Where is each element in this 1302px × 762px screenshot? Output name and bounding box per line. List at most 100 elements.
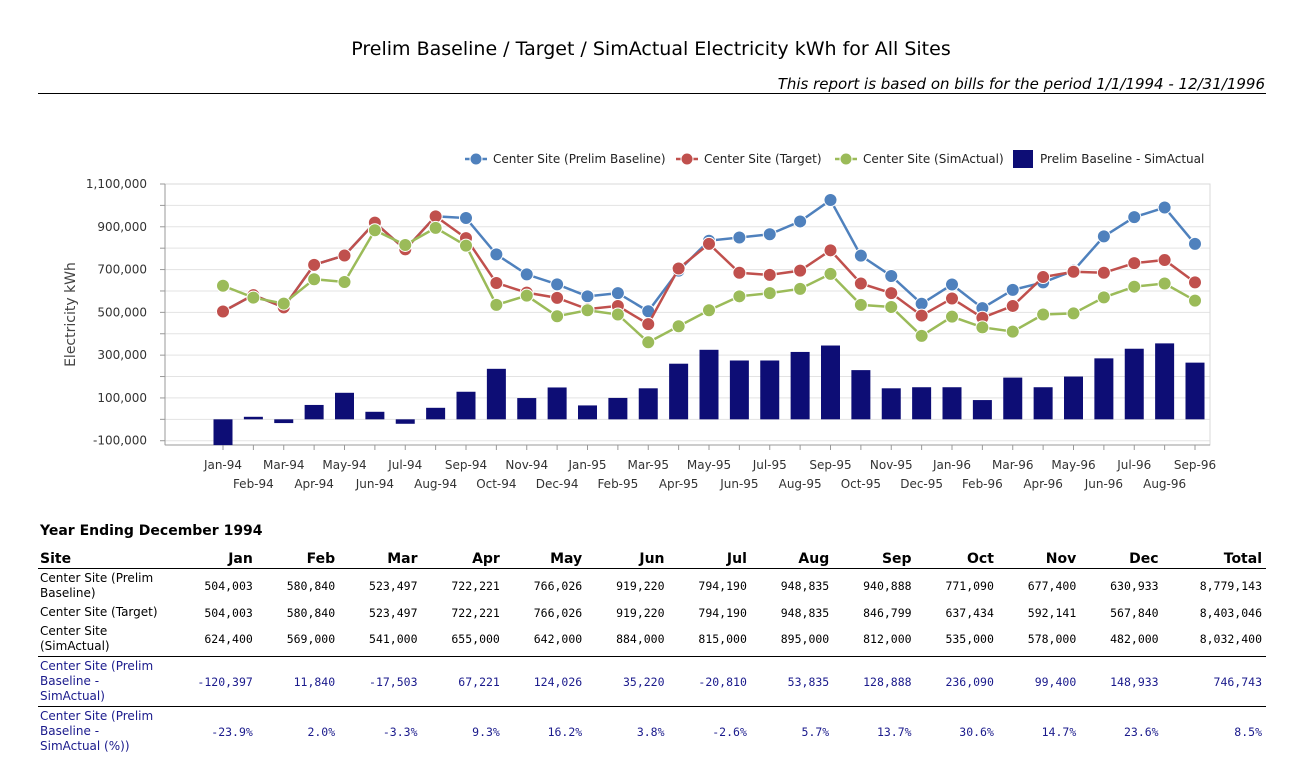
data-point: [793, 263, 808, 278]
table-row: Center Site (Prelim Baseline - SimActual…: [38, 706, 1266, 756]
table-cell: 794,190: [698, 579, 747, 593]
row-label: Center Site (Prelim Baseline - SimActual…: [38, 706, 164, 756]
x-tick-label: Dec-95: [900, 477, 943, 491]
table-cell: 592,141: [1027, 605, 1077, 620]
bar: [486, 368, 506, 420]
table-cell: 569,000: [286, 632, 336, 646]
data-point: [519, 288, 534, 303]
bar: [578, 405, 597, 420]
y-tick-label: 100,000: [97, 391, 147, 405]
bar: [274, 419, 294, 424]
data-point: [610, 286, 625, 301]
col-header: Feb: [256, 549, 340, 569]
data-point: [853, 276, 868, 291]
table-cell: 541,000: [369, 632, 418, 646]
col-header: Jun: [586, 549, 669, 569]
data-point: [762, 286, 777, 301]
x-tick-label: Jul-95: [752, 458, 787, 472]
data-point: [732, 265, 747, 280]
data-point: [702, 236, 716, 251]
data-point: [1066, 306, 1081, 321]
x-tick-label: Feb-94: [233, 477, 274, 491]
data-point: [1188, 293, 1202, 308]
table-cell: 13.7%: [833, 706, 916, 756]
col-header: May: [503, 549, 587, 569]
data-point: [550, 290, 565, 305]
table-cell: 766,026: [533, 605, 583, 620]
x-tick-label: Mar-95: [628, 458, 669, 472]
data-point: [1157, 276, 1172, 291]
x-tick-label: Jun-95: [719, 477, 758, 491]
data-point: [307, 257, 322, 272]
y-tick-label: 300,000: [97, 348, 147, 362]
bar: [426, 407, 446, 420]
table-cell: 722,221: [451, 605, 500, 620]
data-point: [884, 286, 899, 301]
data-point: [1127, 256, 1142, 271]
data-point: [1096, 290, 1111, 305]
table-header-row: Site Jan Feb Mar Apr May Jun Jul Aug Sep…: [38, 549, 1266, 569]
data-point: [945, 277, 959, 292]
data-point: [489, 275, 504, 290]
data-point: [1127, 210, 1142, 225]
data-point: [823, 193, 838, 208]
x-tick-label: Sep-96: [1174, 458, 1216, 472]
table-cell: 655,000: [451, 632, 500, 646]
table-cell: -20,810: [668, 656, 751, 707]
data-point: [945, 291, 959, 306]
table-cell: 9.3%: [421, 706, 504, 756]
row-label: Center Site (Prelim Baseline - SimActual…: [38, 656, 164, 707]
table-cell: 3.8%: [586, 706, 669, 756]
header-divider: [38, 93, 1266, 94]
table-cell: 5.7%: [750, 706, 834, 756]
y-tick-label: -100,000: [93, 434, 147, 448]
table-cell: 35,220: [586, 656, 669, 707]
x-tick-label: Jan-94: [203, 458, 242, 472]
y-tick-label: 500,000: [97, 305, 147, 319]
x-tick-label: Apr-94: [294, 477, 334, 491]
bar: [669, 363, 689, 420]
bar: [547, 387, 567, 420]
bar: [942, 387, 962, 420]
x-tick-label: Apr-95: [659, 477, 699, 491]
table-cell: -17,503: [339, 656, 422, 707]
col-header: Oct: [915, 549, 998, 569]
legend-label: Center Site (Target): [704, 152, 822, 166]
data-point: [610, 307, 625, 322]
table-cell: -120,397: [164, 656, 257, 707]
bar: [1124, 348, 1144, 420]
bar: [729, 360, 749, 420]
x-tick-label: Aug-95: [779, 477, 822, 491]
table-cell: 919,220: [616, 579, 665, 593]
legend-marker: [469, 152, 483, 166]
table-cell: 677,400: [1027, 579, 1077, 593]
x-tick-label: Dec-94: [536, 477, 579, 491]
table-cell: 630,933: [1110, 579, 1159, 593]
bar: [213, 419, 233, 446]
table-cell: 523,497: [369, 605, 418, 620]
table-cell: 23.6%: [1080, 706, 1163, 756]
data-point: [1157, 252, 1172, 267]
data-point: [914, 328, 929, 343]
data-point: [823, 243, 838, 258]
table-body: Center Site (Prelim Baseline) 504,003 580,…: [38, 569, 1266, 756]
bar: [456, 391, 476, 420]
data-point: [489, 297, 504, 312]
data-point: [914, 308, 929, 323]
table-cell: 8,403,046: [1199, 605, 1262, 620]
x-tick-label: Apr-96: [1023, 477, 1063, 491]
data-point: [1005, 282, 1020, 297]
bar: [821, 345, 840, 420]
x-tick-label: Jun-96: [1084, 477, 1123, 491]
data-point: [519, 267, 534, 282]
table-row: Center Site (Prelim Baseline) 504,003 580,…: [38, 569, 1266, 604]
data-point: [459, 238, 473, 253]
data-point: [367, 223, 382, 238]
table-cell: 535,000: [945, 632, 994, 646]
data-point: [398, 237, 413, 252]
col-header: Aug: [750, 549, 834, 569]
table-cell: 14.7%: [997, 706, 1081, 756]
table-cell: -23.9%: [164, 706, 257, 756]
data-point: [975, 320, 990, 335]
legend-label: Center Site (Prelim Baseline): [493, 152, 666, 166]
